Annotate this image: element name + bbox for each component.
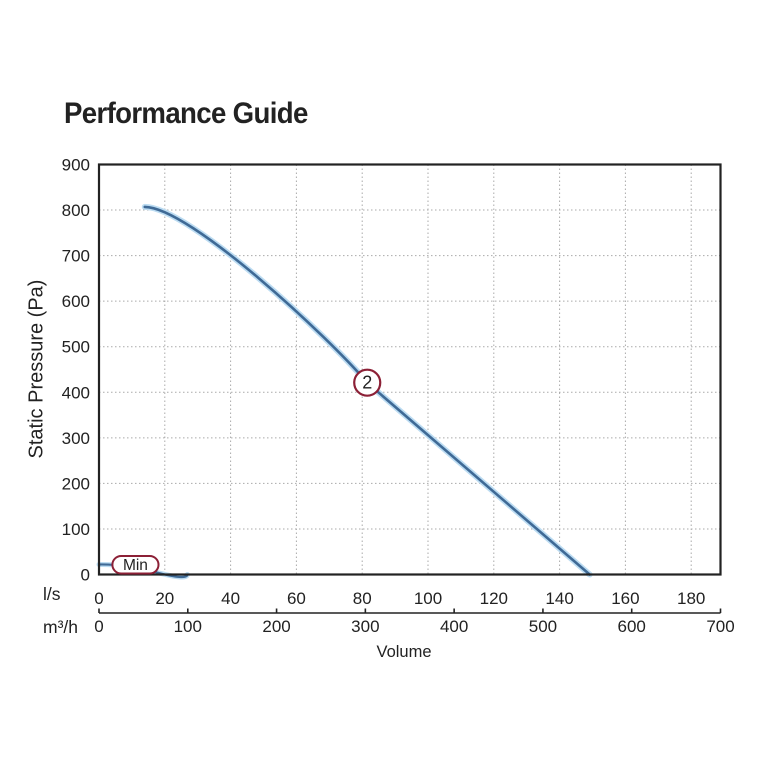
svg-text:900: 900 bbox=[62, 156, 90, 175]
svg-text:700: 700 bbox=[62, 247, 90, 266]
svg-text:40: 40 bbox=[221, 589, 240, 608]
svg-text:400: 400 bbox=[440, 617, 468, 636]
svg-text:160: 160 bbox=[611, 589, 639, 608]
svg-text:Min: Min bbox=[123, 557, 148, 574]
svg-text:200: 200 bbox=[262, 617, 290, 636]
svg-text:300: 300 bbox=[351, 617, 379, 636]
svg-text:500: 500 bbox=[62, 338, 90, 357]
svg-text:300: 300 bbox=[62, 429, 90, 448]
svg-text:400: 400 bbox=[62, 383, 90, 402]
svg-text:600: 600 bbox=[618, 617, 646, 636]
svg-text:2: 2 bbox=[362, 373, 372, 393]
svg-text:800: 800 bbox=[62, 201, 90, 220]
svg-text:700: 700 bbox=[706, 617, 734, 636]
svg-text:120: 120 bbox=[480, 589, 508, 608]
svg-text:80: 80 bbox=[353, 589, 372, 608]
svg-text:0: 0 bbox=[94, 589, 103, 608]
svg-text:500: 500 bbox=[529, 617, 557, 636]
svg-text:180: 180 bbox=[677, 589, 705, 608]
svg-text:0: 0 bbox=[94, 617, 103, 636]
svg-text:600: 600 bbox=[62, 292, 90, 311]
svg-text:60: 60 bbox=[287, 589, 306, 608]
svg-text:140: 140 bbox=[545, 589, 573, 608]
svg-text:100: 100 bbox=[414, 589, 442, 608]
svg-text:100: 100 bbox=[62, 520, 90, 539]
svg-text:100: 100 bbox=[174, 617, 202, 636]
svg-text:20: 20 bbox=[155, 589, 174, 608]
svg-text:200: 200 bbox=[62, 474, 90, 493]
svg-text:0: 0 bbox=[81, 566, 90, 585]
